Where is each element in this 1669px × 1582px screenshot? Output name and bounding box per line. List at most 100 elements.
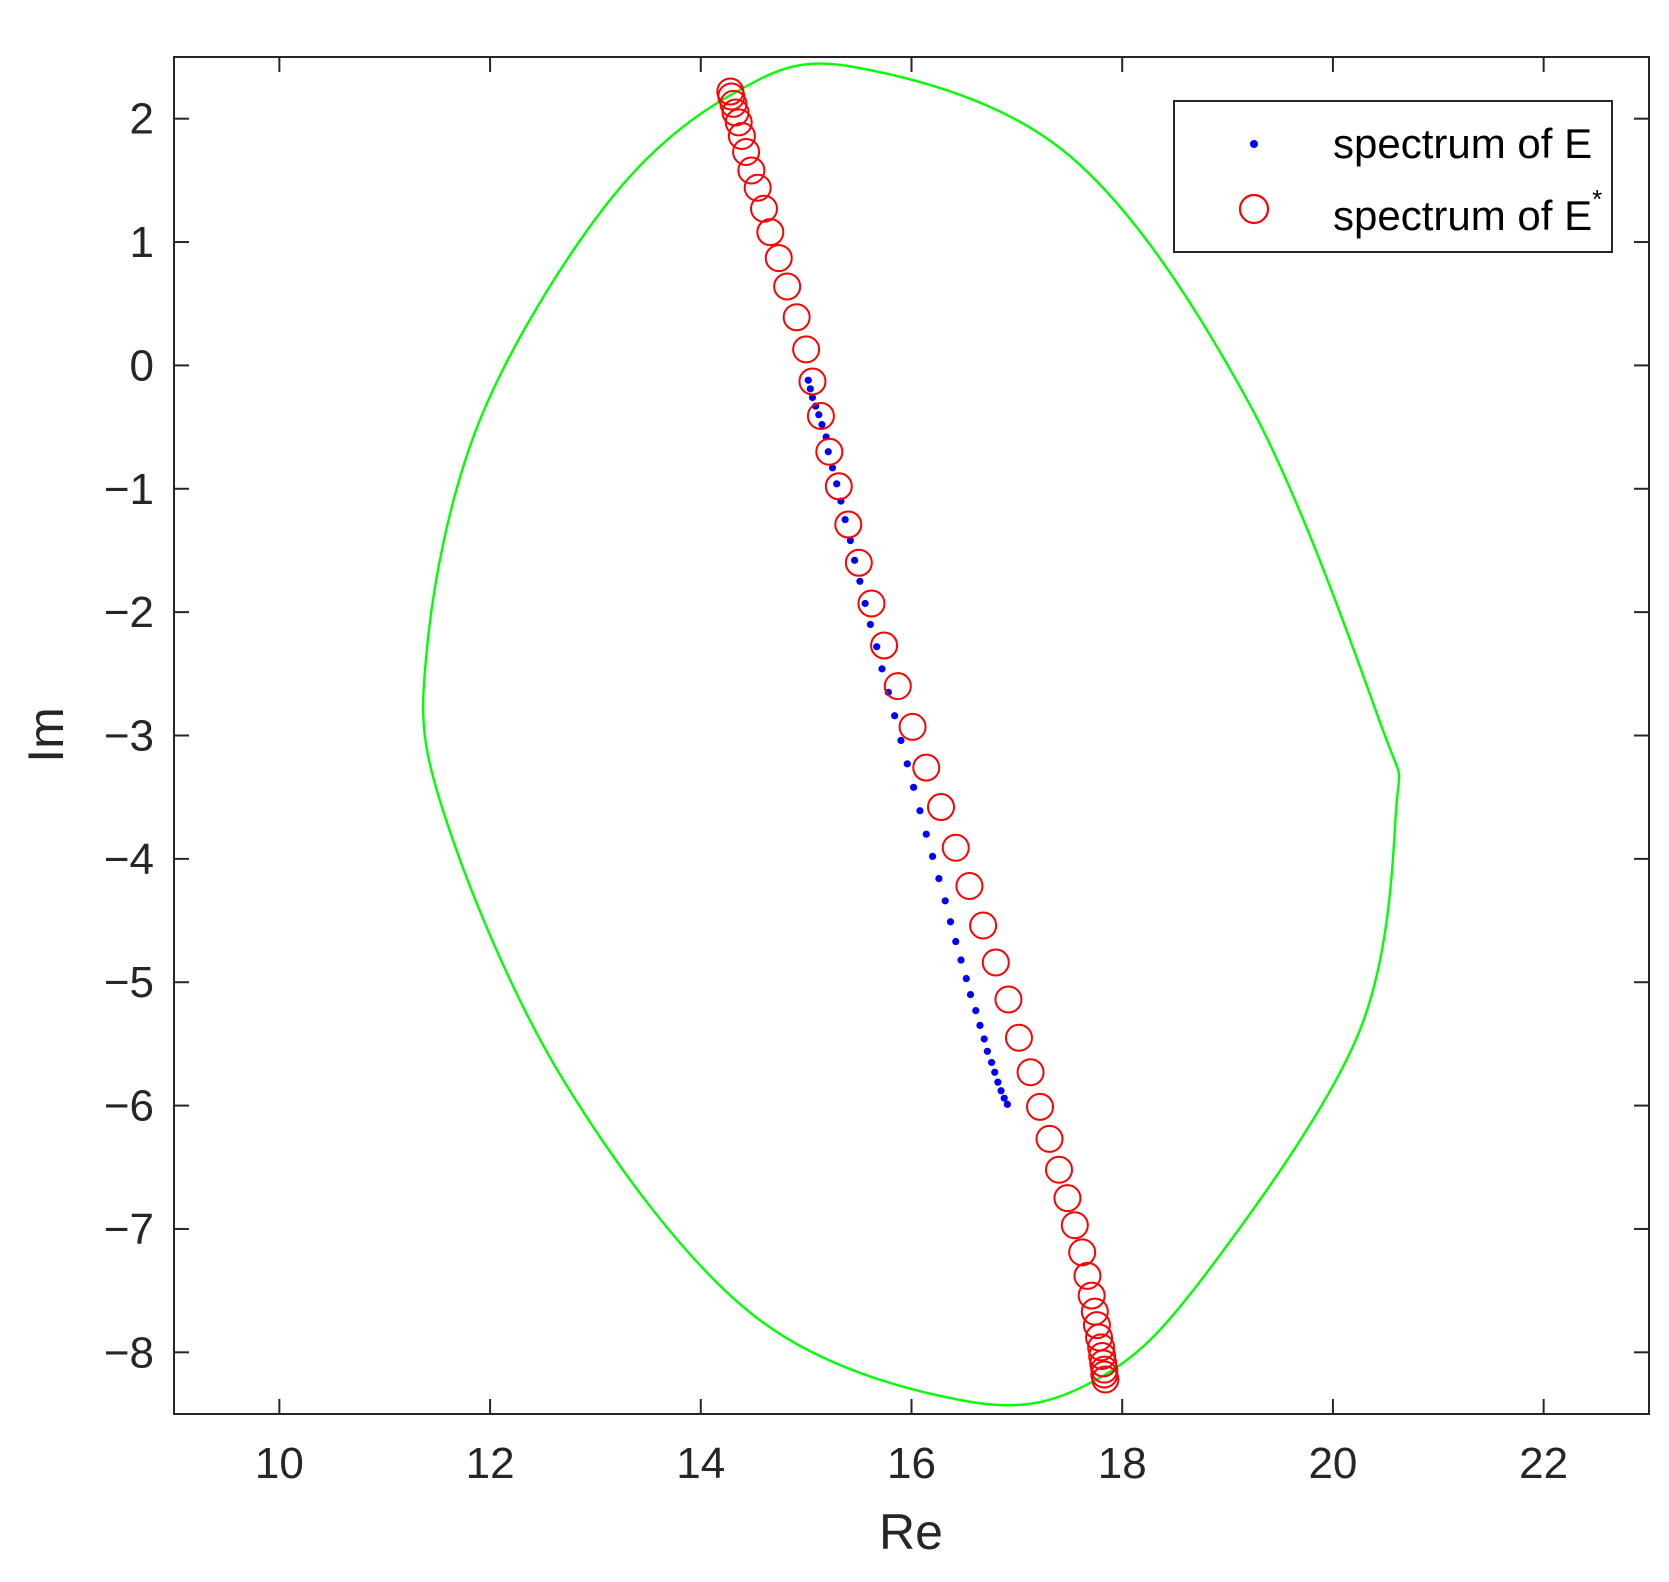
data-point-e-star	[883, 672, 912, 701]
series-spectrum-of-e	[804, 376, 1011, 1108]
data-point-e	[957, 956, 965, 964]
data-point-e-star	[927, 793, 955, 822]
data-point-e	[966, 990, 975, 999]
data-point-e-star	[1045, 1155, 1073, 1184]
data-point-e-star	[724, 108, 753, 137]
data-point-e	[851, 556, 859, 564]
data-point-e-star	[806, 401, 835, 430]
data-point-e	[980, 1035, 988, 1043]
data-point-e	[928, 852, 937, 860]
series-spectrum-of-e-star	[716, 77, 1120, 1394]
data-point-e	[991, 1068, 999, 1076]
y-tick-label: −8	[104, 1328, 154, 1377]
data-point-e-star	[792, 335, 821, 364]
data-point-e-star	[824, 472, 853, 501]
data-point-e-star	[764, 244, 793, 273]
data-point-e-star	[1077, 1281, 1106, 1310]
x-tick-label: 18	[1098, 1439, 1147, 1488]
green-ellipse-curve	[421, 62, 1401, 1407]
x-tick-label: 14	[676, 1439, 725, 1488]
data-point-e-star	[844, 548, 873, 577]
data-point-e	[962, 974, 970, 983]
data-point-e	[873, 643, 881, 651]
y-tick-label: 1	[130, 218, 154, 267]
y-tick-label: 2	[130, 95, 154, 144]
data-point-e	[910, 783, 918, 791]
data-point-e-star	[1087, 1333, 1116, 1362]
data-point-e	[997, 1087, 1005, 1095]
data-point-e	[856, 577, 864, 585]
data-point-e-star	[1004, 1023, 1033, 1052]
legend-label-e-star: spectrum of E*	[1333, 184, 1602, 239]
legend-label-e-star-text: spectrum of E	[1333, 192, 1592, 239]
data-point-e	[946, 918, 955, 926]
data-point-e-star	[732, 137, 761, 166]
x-tick-label: 22	[1519, 1439, 1568, 1488]
data-point-e	[804, 376, 812, 384]
data-point-e	[861, 599, 869, 608]
data-point-e-star	[815, 437, 844, 466]
data-point-e-star	[969, 911, 998, 940]
data-point-e-star	[857, 589, 886, 618]
data-point-e-star	[981, 948, 1010, 977]
data-point-e-star	[1088, 1342, 1117, 1371]
data-point-e	[972, 1007, 980, 1015]
data-point-e-star	[1068, 1238, 1097, 1267]
y-tick-label: −4	[104, 835, 154, 884]
data-point-e	[994, 1078, 1002, 1086]
data-point-e-star	[898, 712, 927, 741]
data-point-e-star	[798, 367, 827, 396]
data-point-e-star	[912, 753, 941, 782]
data-point-e	[818, 421, 826, 429]
data-point-e-star	[870, 631, 899, 660]
data-point-e-star	[1060, 1211, 1089, 1240]
plot-area	[421, 62, 1401, 1407]
data-point-e	[815, 411, 823, 419]
data-point-e	[922, 830, 930, 838]
data-point-e	[806, 385, 814, 393]
y-tick-label: −7	[104, 1205, 154, 1254]
data-point-e	[1000, 1094, 1008, 1102]
legend-marker-dot	[1250, 140, 1258, 148]
y-tick-label: −2	[104, 588, 154, 637]
x-axis-label: Re	[879, 1504, 943, 1560]
data-point-e	[824, 448, 832, 456]
data-point-e	[952, 937, 960, 946]
data-point-e-star	[1073, 1261, 1102, 1290]
data-point-e-star	[743, 173, 772, 202]
data-point-e	[976, 1021, 984, 1030]
data-point-e-star	[1091, 1365, 1120, 1394]
y-tick-label: 0	[130, 341, 154, 390]
legend: spectrum of E spectrum of E*	[1173, 100, 1613, 253]
y-tick-label: −3	[104, 712, 154, 761]
data-point-e	[846, 536, 854, 545]
data-point-e-star	[1082, 1311, 1111, 1340]
data-point-e	[808, 393, 817, 402]
data-point-e-star	[727, 121, 756, 150]
legend-label-e-star-superscript: *	[1592, 184, 1602, 214]
data-point-e-star	[994, 985, 1023, 1014]
data-point-e	[841, 516, 849, 524]
legend-label-e: spectrum of E	[1333, 120, 1592, 167]
data-point-e-star	[834, 510, 863, 539]
x-tick-label: 12	[466, 1439, 515, 1488]
data-point-e-star	[773, 272, 802, 301]
data-point-e-star	[1026, 1092, 1055, 1121]
data-point-e	[878, 665, 886, 673]
data-point-e-star	[737, 156, 766, 185]
data-point-e	[983, 1047, 991, 1055]
data-point-e-star	[1053, 1184, 1082, 1213]
data-point-e	[941, 897, 949, 905]
data-point-e-star	[782, 303, 811, 332]
data-point-e	[828, 464, 837, 472]
data-point-e	[1003, 1100, 1011, 1108]
y-tick-label: −1	[104, 465, 154, 514]
data-point-e	[833, 480, 841, 488]
data-point-e	[897, 736, 905, 745]
data-point-e-star	[756, 218, 785, 247]
data-point-e	[935, 875, 943, 883]
data-point-e-star	[1035, 1124, 1064, 1153]
legend-marker-circle	[1238, 193, 1270, 225]
